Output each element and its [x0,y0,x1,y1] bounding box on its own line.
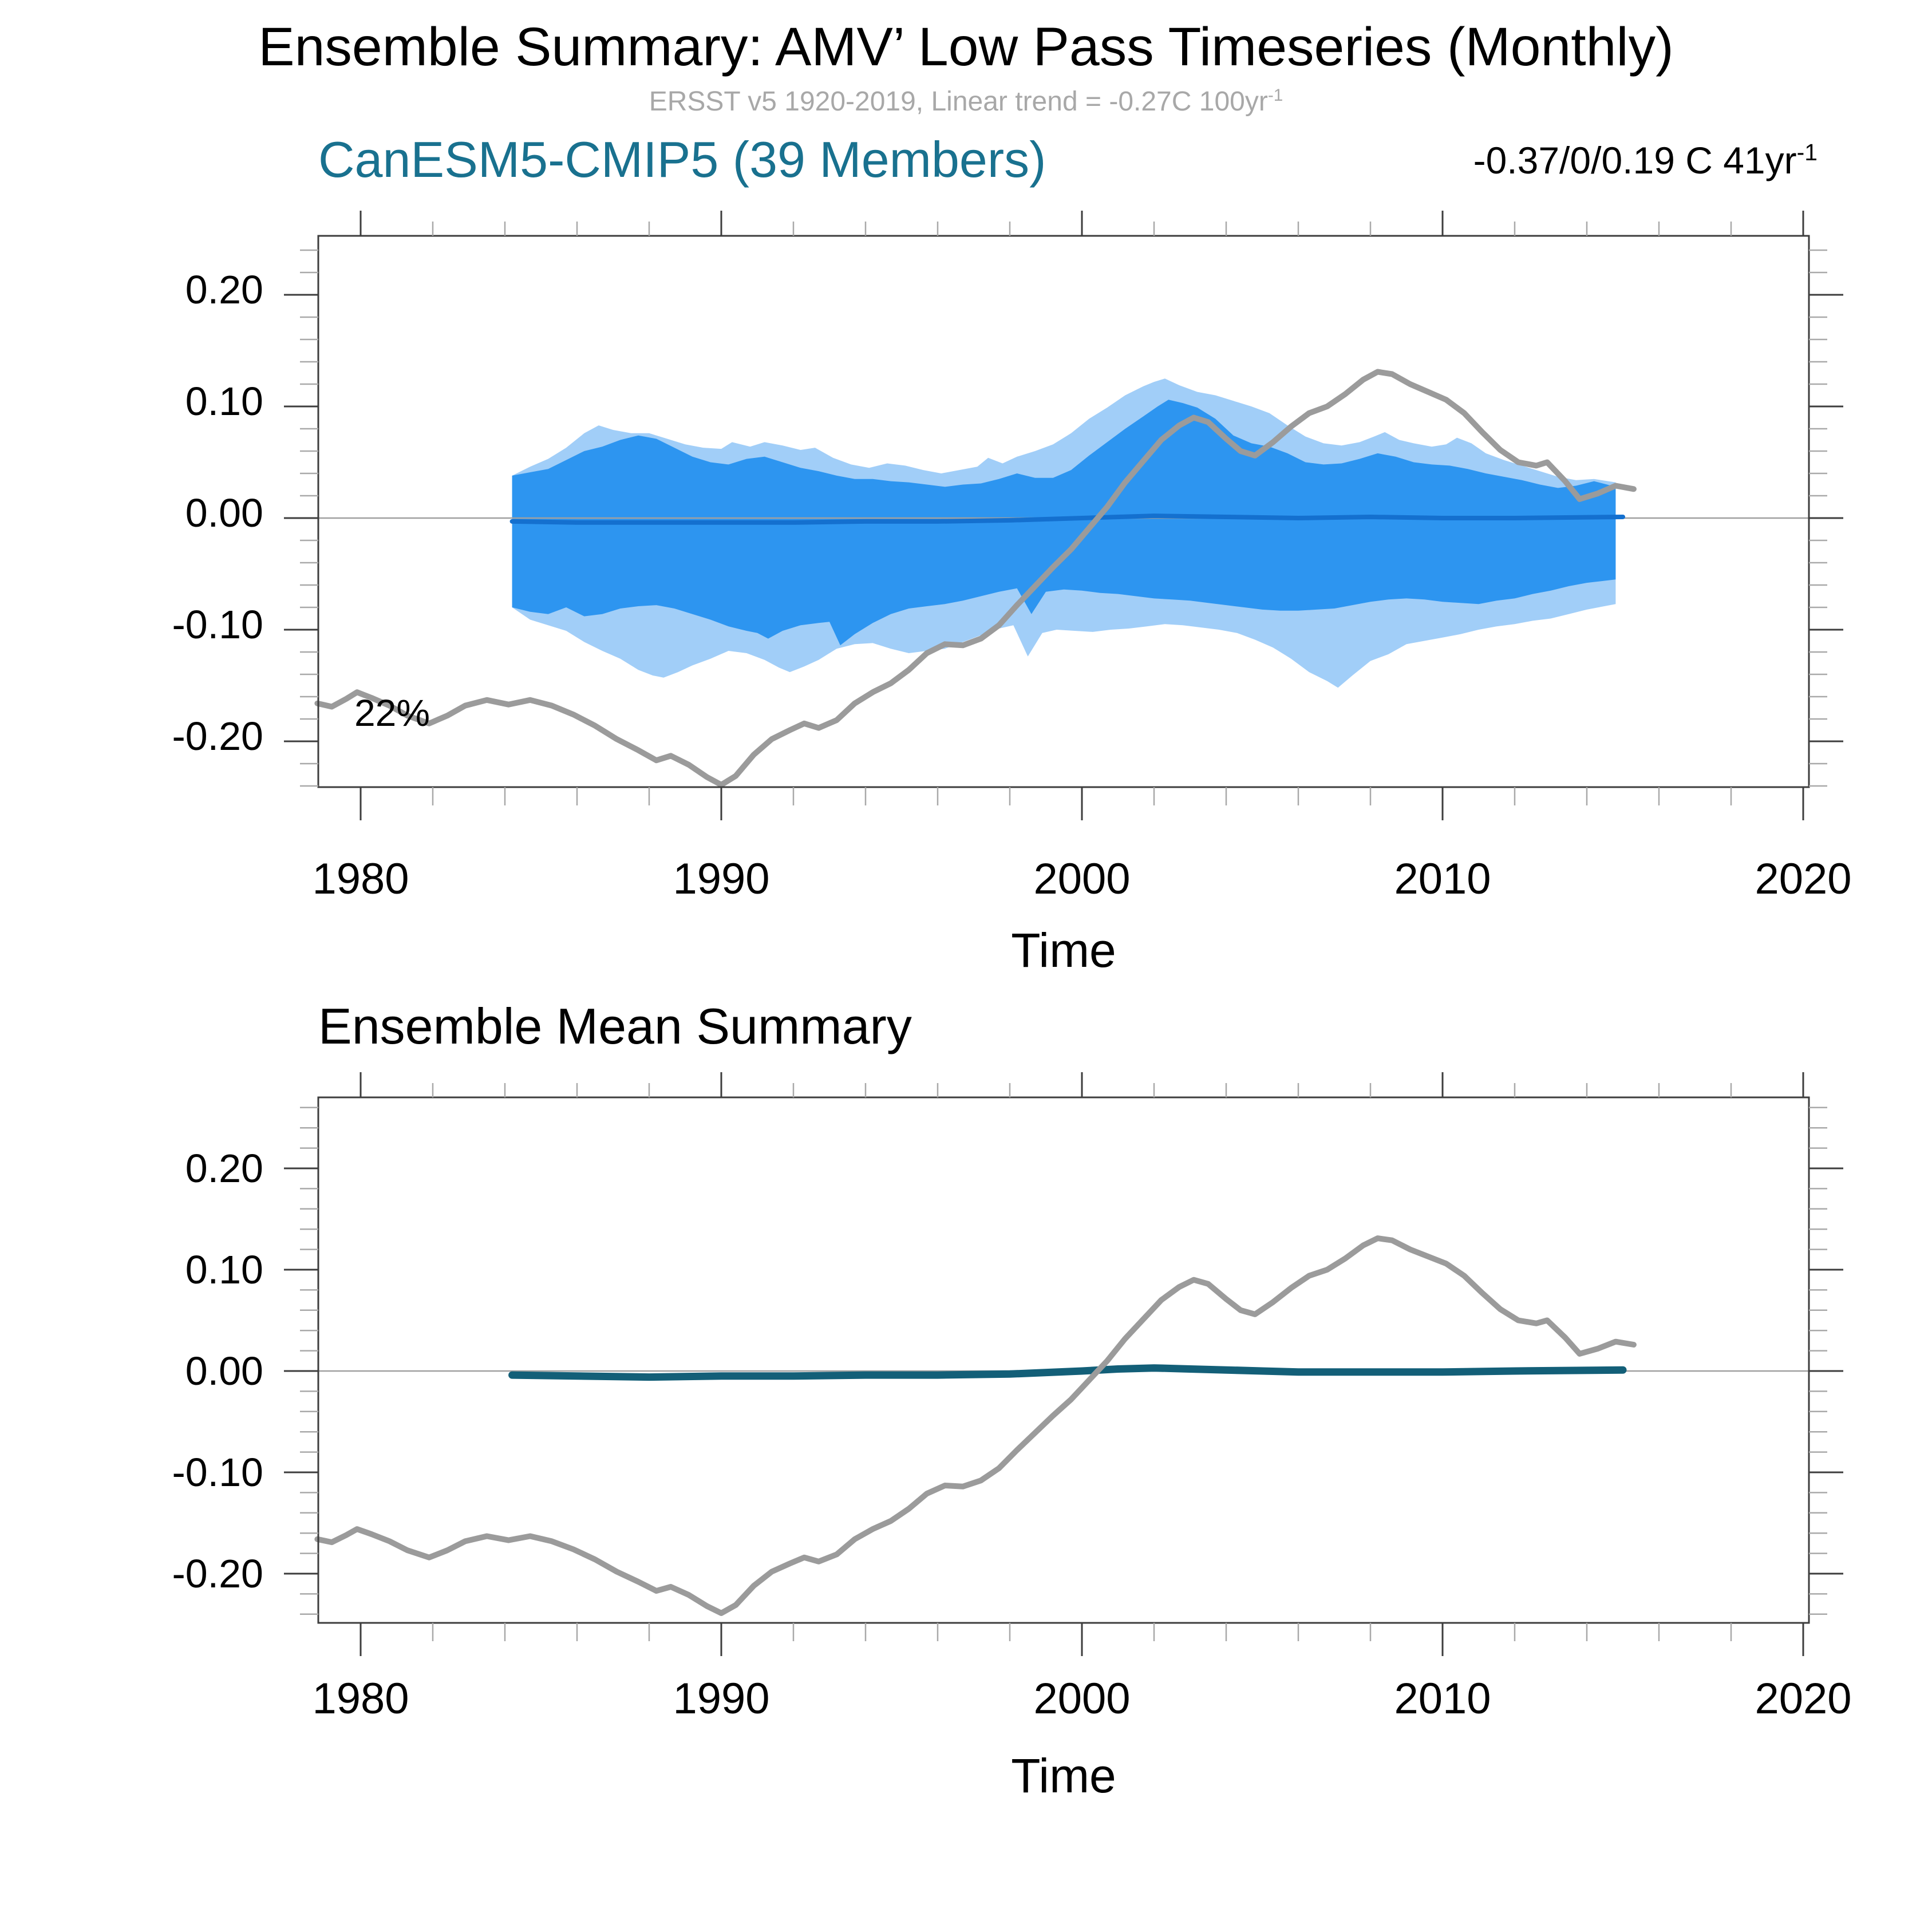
p2-x-axis-label: Time [1011,1749,1116,1803]
p1-ytick-0.10: 0.10 [185,379,263,424]
p1-xtick-1990: 1990 [673,855,770,903]
p1-ytick--0.20: -0.20 [172,714,263,758]
ensemble-mean-line [509,513,1625,525]
p1-ytick--0.10: -0.10 [172,602,263,647]
p1-ytick-0.20: 0.20 [185,267,263,312]
inner-envelope-band [512,400,1616,646]
main-title: Ensemble Summary: AMV’ Low Pass Timeseri… [258,17,1674,77]
p2-ytick-0.20: 0.20 [185,1146,263,1191]
trend-superscript: -1 [1796,139,1818,165]
trend-text: -0.37/0/0.19 C 41yr [1473,139,1797,181]
p2-plot-frame [317,1096,1810,1624]
p2-ytick--0.20: -0.20 [172,1551,263,1596]
observation-line-panel1 [314,369,1637,788]
p2-xtick-2000: 2000 [1033,1674,1131,1723]
ensemble-mean-line-panel2 [508,1364,1627,1381]
p1-x-axis-label: Time [1011,923,1116,977]
p1-xtick-2010: 2010 [1394,855,1491,903]
panel1-title: CanESM5-CMIP5 (39 Members) [318,131,1046,188]
p2-ytick-0.10: 0.10 [185,1247,263,1292]
p2-xtick-1980: 1980 [312,1674,409,1723]
p2-ytick-0.00: 0.00 [185,1349,263,1393]
p1-xtick-1980: 1980 [312,855,409,903]
observation-line-panel2 [314,1235,1637,1616]
subtitle: ERSST v5 1920-2019, Linear trend = -0.27… [0,86,1932,117]
p2-xtick-2010: 2010 [1394,1674,1491,1723]
p1-ytick-0.00: 0.00 [185,491,263,535]
subtitle-superscript: -1 [1267,86,1283,105]
subtitle-text: ERSST v5 1920-2019, Linear trend = -0.27… [649,86,1268,117]
percent-annotation: 22% [354,692,430,734]
p1-plot-frame [317,235,1810,788]
p2-xtick-1990: 1990 [673,1674,770,1723]
p2-xtick-2020: 2020 [1755,1674,1852,1723]
trend-annotation: -0.37/0/0.19 C 41yr-1 [1473,139,1818,182]
p1-xtick-2000: 2000 [1033,855,1131,903]
panel2-title: Ensemble Mean Summary [318,998,912,1054]
p1-xtick-2020: 2020 [1755,855,1852,903]
p2-ytick--0.10: -0.10 [172,1450,263,1495]
